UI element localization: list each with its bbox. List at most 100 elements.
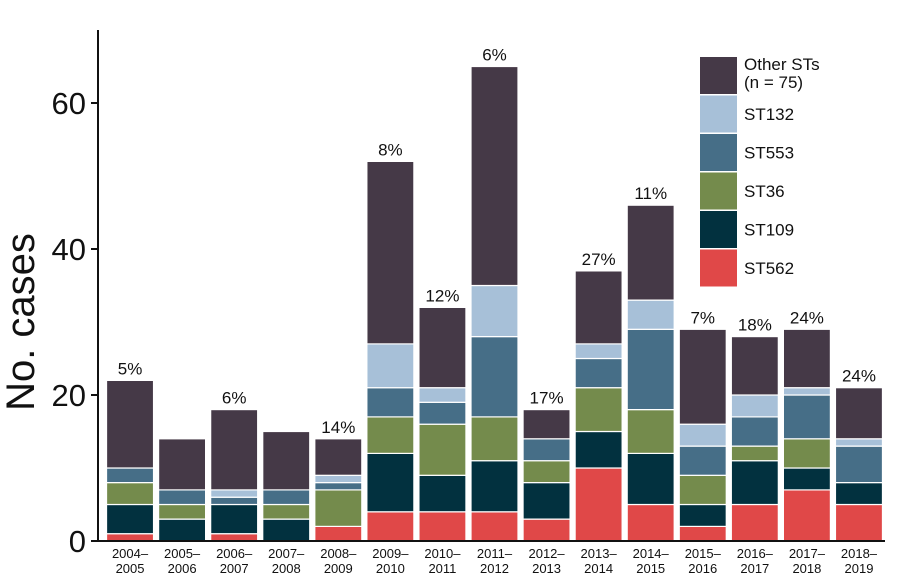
bar-segment [210, 409, 259, 491]
x-tick-label: 2018– [841, 546, 878, 561]
x-tick-label: 2010– [424, 546, 461, 561]
bar-segment [210, 503, 259, 535]
x-tick-label: 2006 [168, 561, 197, 576]
bar-segment [158, 438, 207, 491]
legend-swatch [700, 57, 737, 94]
bar-segment [782, 489, 832, 542]
y-ticks-group: 0 20 40 60 [52, 86, 98, 559]
x-tick-label: 2008– [320, 546, 357, 561]
bar-segment [626, 328, 675, 411]
y-tick-label: 0 [69, 524, 86, 559]
x-tick-label: 2010 [376, 561, 405, 576]
bar-segment [314, 525, 363, 542]
x-tick-label: 2015– [685, 546, 722, 561]
bar-segment [210, 496, 259, 506]
bar-segment [574, 270, 623, 345]
x-tick-label: 2007– [268, 546, 305, 561]
y-axis-title: No. cases [0, 233, 43, 411]
legend-label: (n = 75) [744, 73, 803, 92]
x-tick-label: 2018 [792, 561, 821, 576]
bar-segment [366, 387, 415, 418]
x-tick-label: 2013– [581, 546, 618, 561]
bar-segment [574, 387, 623, 433]
bar-segment [470, 460, 519, 513]
bar-segment [782, 467, 832, 491]
axes-group [97, 30, 885, 542]
legend-label: ST562 [744, 259, 794, 278]
bar-segment [262, 503, 311, 520]
bar-segment [158, 503, 207, 520]
bar-segment [782, 387, 832, 396]
x-tick-label: 2012– [528, 546, 565, 561]
bar-segment [626, 452, 675, 506]
bar-segment [314, 474, 363, 484]
bar-segment [574, 430, 623, 469]
legend-label: Other STs [744, 55, 820, 74]
legend-swatch [700, 172, 737, 210]
bar-segment [418, 306, 467, 389]
bar-segment [834, 482, 884, 506]
x-tick-label: 2017– [789, 546, 826, 561]
bar-segment [314, 482, 363, 491]
bar-segment [730, 445, 779, 462]
bar-segment [105, 482, 155, 506]
bar-segment [158, 489, 207, 506]
bar-segment [626, 409, 675, 455]
bar-segment [105, 533, 155, 542]
bar-segment [730, 394, 779, 418]
bar-segment [210, 533, 259, 542]
x-tick-label: 2019 [845, 561, 874, 576]
x-tick-label: 2011 [428, 561, 456, 576]
x-tick-label: 2007 [220, 561, 249, 576]
x-tick-label: 2015 [636, 561, 665, 576]
bar-segment [522, 518, 571, 542]
x-tick-label: 2013 [532, 561, 561, 576]
legend-swatch [700, 249, 737, 287]
x-tick-label: 2009 [324, 561, 353, 576]
bar-segment [522, 482, 571, 520]
bar-segment [678, 328, 727, 425]
percent-label: 8% [378, 140, 403, 159]
bar-segment [626, 204, 675, 301]
bars-group [105, 65, 884, 542]
bar-segment [730, 503, 779, 542]
bar-segment [522, 460, 571, 484]
percent-label: 6% [482, 46, 507, 65]
bar-segment [522, 438, 571, 462]
bar-segment [314, 489, 363, 527]
x-tick-label: 2011– [477, 546, 513, 561]
percent-label: 24% [790, 308, 824, 327]
bar-segment [158, 518, 207, 542]
percent-label: 12% [425, 286, 459, 305]
x-tick-label: 2009– [372, 546, 409, 561]
legend-swatch [700, 95, 737, 133]
x-tick-label: 2004– [112, 546, 149, 561]
bar-segment [262, 430, 311, 491]
bar-segment [730, 460, 779, 506]
x-tick-label: 2016 [688, 561, 717, 576]
bar-segment [366, 343, 415, 389]
x-tick-label: 2014– [633, 546, 670, 561]
percent-label: 6% [222, 389, 247, 408]
bar-segment [105, 503, 155, 535]
bar-segment [262, 489, 311, 506]
bar-segment [418, 401, 467, 425]
bar-segment [574, 357, 623, 389]
x-labels-group: 2004–2005 2005–2006 2006–2007 2007–2008 2008… [112, 546, 878, 576]
percent-label: 17% [530, 389, 564, 408]
percent-label: 11% [634, 184, 667, 203]
bar-segment [418, 423, 467, 476]
x-tick-label: 2012 [480, 561, 509, 576]
bar-segment [105, 467, 155, 484]
bar-segment [678, 503, 727, 527]
bar-segment [522, 409, 571, 440]
legend-label: ST109 [744, 221, 794, 240]
bar-segment [470, 65, 519, 287]
x-tick-label: 2005– [164, 546, 201, 561]
legend: Other STs(n = 75) ST132 ST553 ST36 ST109 ST56… [700, 55, 820, 287]
bar-segment [366, 416, 415, 454]
x-tick-label: 2008 [272, 561, 301, 576]
bar-segment [314, 438, 363, 476]
percent-label: 18% [738, 316, 772, 335]
